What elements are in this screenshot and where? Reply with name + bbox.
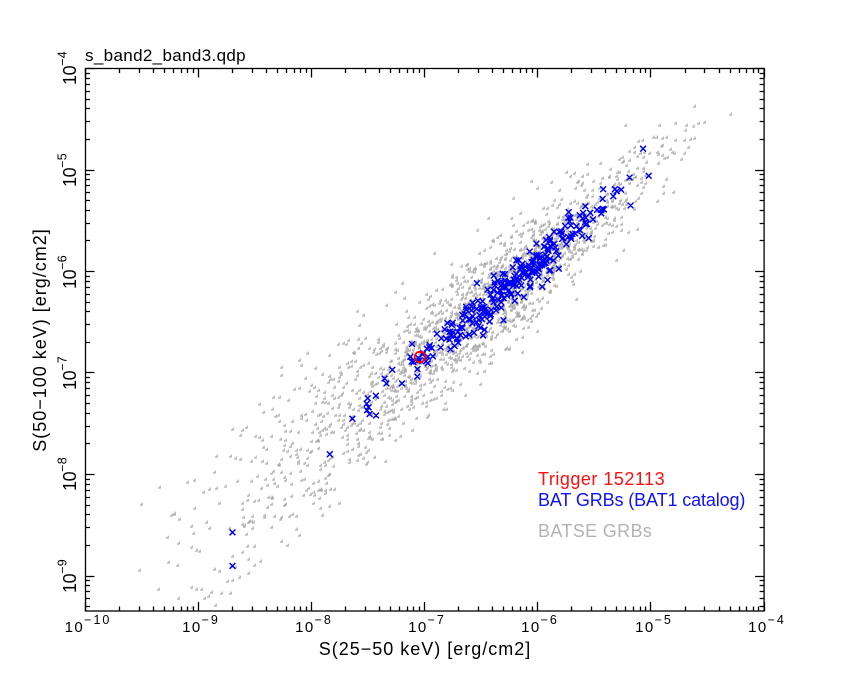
svg-text:s_band2_band3.qdp: s_band2_band3.qdp — [85, 46, 246, 65]
svg-text:S(50−100 keV) [erg/cm2]: S(50−100 keV) [erg/cm2] — [30, 228, 50, 452]
svg-text:Trigger 152113: Trigger 152113 — [538, 469, 665, 489]
svg-text:BAT GRBs (BAT1 catalog): BAT GRBs (BAT1 catalog) — [538, 490, 745, 510]
svg-text:BATSE GRBs: BATSE GRBs — [538, 521, 652, 541]
svg-text:10−9: 10−9 — [56, 559, 81, 593]
svg-text:S(25−50 keV) [erg/cm2]: S(25−50 keV) [erg/cm2] — [319, 639, 532, 659]
